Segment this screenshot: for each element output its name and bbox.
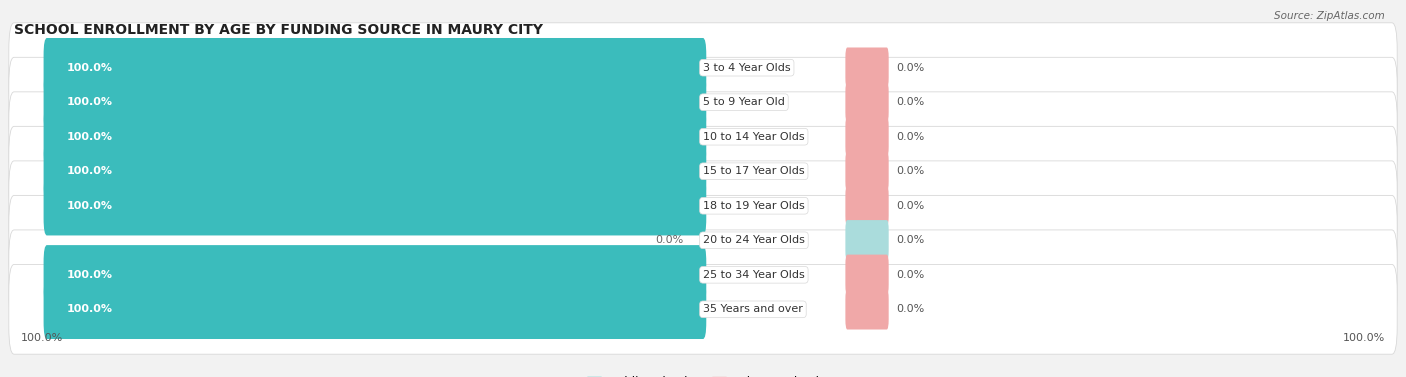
FancyBboxPatch shape bbox=[845, 151, 889, 192]
Text: 100.0%: 100.0% bbox=[66, 270, 112, 280]
FancyBboxPatch shape bbox=[44, 245, 706, 305]
FancyBboxPatch shape bbox=[8, 57, 1398, 147]
Text: 100.0%: 100.0% bbox=[21, 334, 63, 343]
FancyBboxPatch shape bbox=[8, 126, 1398, 216]
FancyBboxPatch shape bbox=[44, 72, 706, 132]
Text: 100.0%: 100.0% bbox=[66, 63, 112, 73]
Text: Source: ZipAtlas.com: Source: ZipAtlas.com bbox=[1274, 11, 1385, 21]
FancyBboxPatch shape bbox=[44, 141, 706, 201]
Text: 25 to 34 Year Olds: 25 to 34 Year Olds bbox=[703, 270, 804, 280]
FancyBboxPatch shape bbox=[44, 176, 706, 236]
Text: 0.0%: 0.0% bbox=[897, 97, 925, 107]
Text: 100.0%: 100.0% bbox=[66, 201, 112, 211]
FancyBboxPatch shape bbox=[8, 195, 1398, 285]
FancyBboxPatch shape bbox=[845, 82, 889, 123]
Text: 0.0%: 0.0% bbox=[655, 235, 683, 245]
Text: 100.0%: 100.0% bbox=[66, 132, 112, 142]
Text: 100.0%: 100.0% bbox=[66, 97, 112, 107]
FancyBboxPatch shape bbox=[845, 254, 889, 295]
FancyBboxPatch shape bbox=[845, 220, 889, 261]
FancyBboxPatch shape bbox=[44, 107, 706, 166]
Text: 0.0%: 0.0% bbox=[897, 304, 925, 314]
FancyBboxPatch shape bbox=[44, 38, 706, 97]
Text: 35 Years and over: 35 Years and over bbox=[703, 304, 803, 314]
Legend: Public School, Private School: Public School, Private School bbox=[586, 376, 820, 377]
Text: 0.0%: 0.0% bbox=[897, 270, 925, 280]
Text: 0.0%: 0.0% bbox=[897, 201, 925, 211]
FancyBboxPatch shape bbox=[8, 230, 1398, 320]
FancyBboxPatch shape bbox=[8, 264, 1398, 354]
FancyBboxPatch shape bbox=[845, 185, 889, 226]
Text: 100.0%: 100.0% bbox=[66, 304, 112, 314]
Text: 0.0%: 0.0% bbox=[897, 132, 925, 142]
Text: 3 to 4 Year Olds: 3 to 4 Year Olds bbox=[703, 63, 790, 73]
Text: 100.0%: 100.0% bbox=[1343, 334, 1385, 343]
Text: 0.0%: 0.0% bbox=[897, 63, 925, 73]
Text: 0.0%: 0.0% bbox=[897, 235, 925, 245]
Text: 100.0%: 100.0% bbox=[66, 166, 112, 176]
Text: 18 to 19 Year Olds: 18 to 19 Year Olds bbox=[703, 201, 804, 211]
Text: 0.0%: 0.0% bbox=[897, 166, 925, 176]
Text: 20 to 24 Year Olds: 20 to 24 Year Olds bbox=[703, 235, 804, 245]
Text: SCHOOL ENROLLMENT BY AGE BY FUNDING SOURCE IN MAURY CITY: SCHOOL ENROLLMENT BY AGE BY FUNDING SOUR… bbox=[14, 23, 543, 37]
Text: 15 to 17 Year Olds: 15 to 17 Year Olds bbox=[703, 166, 804, 176]
FancyBboxPatch shape bbox=[845, 48, 889, 88]
Text: 5 to 9 Year Old: 5 to 9 Year Old bbox=[703, 97, 785, 107]
FancyBboxPatch shape bbox=[8, 23, 1398, 113]
FancyBboxPatch shape bbox=[845, 289, 889, 329]
FancyBboxPatch shape bbox=[44, 280, 706, 339]
FancyBboxPatch shape bbox=[8, 161, 1398, 251]
FancyBboxPatch shape bbox=[8, 92, 1398, 182]
Text: 10 to 14 Year Olds: 10 to 14 Year Olds bbox=[703, 132, 804, 142]
FancyBboxPatch shape bbox=[845, 116, 889, 157]
